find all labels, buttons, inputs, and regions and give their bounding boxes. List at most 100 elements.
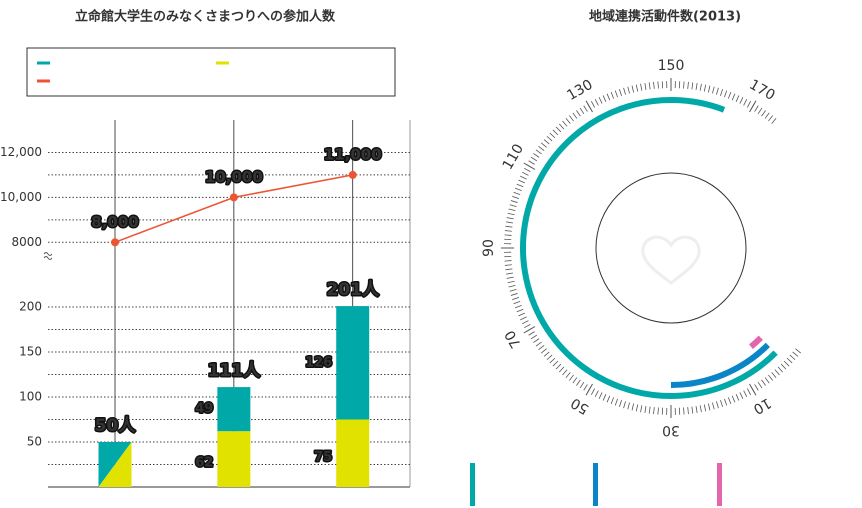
minor-tick xyxy=(623,401,626,409)
minor-tick xyxy=(506,276,514,279)
minor-tick xyxy=(635,84,639,92)
minor-tick xyxy=(727,91,732,99)
minor-tick xyxy=(627,86,630,94)
y-tick-label: 8000 xyxy=(11,235,42,249)
tick xyxy=(585,100,593,113)
minor-tick xyxy=(610,397,615,405)
minor-tick xyxy=(602,95,607,102)
minor-tick xyxy=(569,115,574,122)
minor-tick xyxy=(558,123,565,130)
minor-tick xyxy=(514,304,522,309)
minor-tick xyxy=(619,89,622,96)
minor-tick xyxy=(757,107,763,115)
minor-tick xyxy=(594,390,599,397)
tick-label: 70 xyxy=(502,327,525,350)
minor-tick xyxy=(653,81,655,89)
minor-tick xyxy=(516,183,524,188)
minor-tick xyxy=(562,120,568,127)
minor-tick xyxy=(520,175,527,180)
minor-tick xyxy=(504,264,512,266)
minor-tick xyxy=(768,374,773,381)
minor-tick xyxy=(783,360,790,367)
minor-tick xyxy=(552,360,559,367)
minor-tick xyxy=(507,212,515,216)
tick-label: 170 xyxy=(746,77,777,104)
minor-tick xyxy=(743,390,748,397)
minor-tick xyxy=(754,105,759,112)
minor-tick xyxy=(606,93,611,101)
minor-tick xyxy=(761,379,766,386)
minor-tick xyxy=(606,395,611,403)
tick xyxy=(749,383,757,396)
tick xyxy=(523,326,536,334)
minor-tick xyxy=(518,312,525,317)
minor-tick xyxy=(533,338,540,343)
minor-tick xyxy=(512,297,519,300)
minor-tick xyxy=(562,369,568,376)
minor-tick xyxy=(764,112,770,119)
line-point xyxy=(348,170,357,179)
minor-tick xyxy=(579,381,585,389)
minor-tick xyxy=(572,112,578,119)
tick xyxy=(585,383,593,396)
minor-tick xyxy=(644,82,647,91)
minor-tick xyxy=(614,90,618,98)
minor-tick xyxy=(746,101,752,108)
minor-tick xyxy=(504,234,512,236)
minor-tick xyxy=(555,126,562,133)
bar-part xyxy=(98,442,132,487)
tick-label: 90 xyxy=(481,239,497,257)
minor-tick xyxy=(507,280,515,284)
segment-label: 126 xyxy=(305,355,332,370)
tick-label: 50 xyxy=(568,394,591,417)
tick-label: 10 xyxy=(750,394,773,417)
segment-label: 62 xyxy=(195,456,213,471)
minor-tick xyxy=(540,348,547,354)
minor-tick xyxy=(614,398,618,406)
minor-tick xyxy=(731,93,736,101)
minor-tick xyxy=(505,268,513,271)
minor-tick xyxy=(771,117,777,124)
minor-tick xyxy=(552,129,559,136)
minor-tick xyxy=(780,363,787,370)
bar-segment xyxy=(217,431,251,487)
minor-tick xyxy=(512,196,519,199)
minor-tick xyxy=(648,82,651,90)
minor-tick xyxy=(535,149,542,155)
minor-tick xyxy=(792,351,799,357)
minor-tick xyxy=(653,407,655,415)
minor-tick xyxy=(631,85,635,93)
legend-box xyxy=(26,47,396,97)
point-label: 11,000 xyxy=(324,145,382,163)
line-point xyxy=(111,238,119,247)
minor-tick xyxy=(546,135,553,142)
minor-tick xyxy=(558,366,565,373)
minor-tick xyxy=(731,395,736,403)
legend-swatch xyxy=(593,463,598,506)
y-tick-label: 200 xyxy=(19,300,42,314)
minor-tick xyxy=(516,308,524,313)
minor-tick xyxy=(602,394,607,401)
minor-tick xyxy=(583,384,588,391)
minor-tick xyxy=(764,377,770,384)
minor-tick xyxy=(565,117,571,124)
minor-tick xyxy=(530,156,538,162)
minor-tick xyxy=(506,217,514,220)
minor-tick xyxy=(509,289,517,292)
y-tick-label: 100 xyxy=(19,390,42,404)
minor-tick xyxy=(510,200,518,203)
legend-swatch xyxy=(717,463,722,506)
minor-tick xyxy=(610,91,615,99)
minor-tick xyxy=(522,171,529,176)
minor-tick xyxy=(640,83,643,91)
y-tick-label: 150 xyxy=(19,345,42,359)
minor-tick xyxy=(583,105,588,112)
minor-tick xyxy=(657,407,659,415)
minor-tick xyxy=(720,400,723,407)
minor-tick xyxy=(513,301,521,305)
segment-label: 49 xyxy=(195,402,213,417)
minor-tick xyxy=(695,82,698,91)
legend-swatch xyxy=(470,463,475,506)
point-label: 10,000 xyxy=(205,168,263,186)
